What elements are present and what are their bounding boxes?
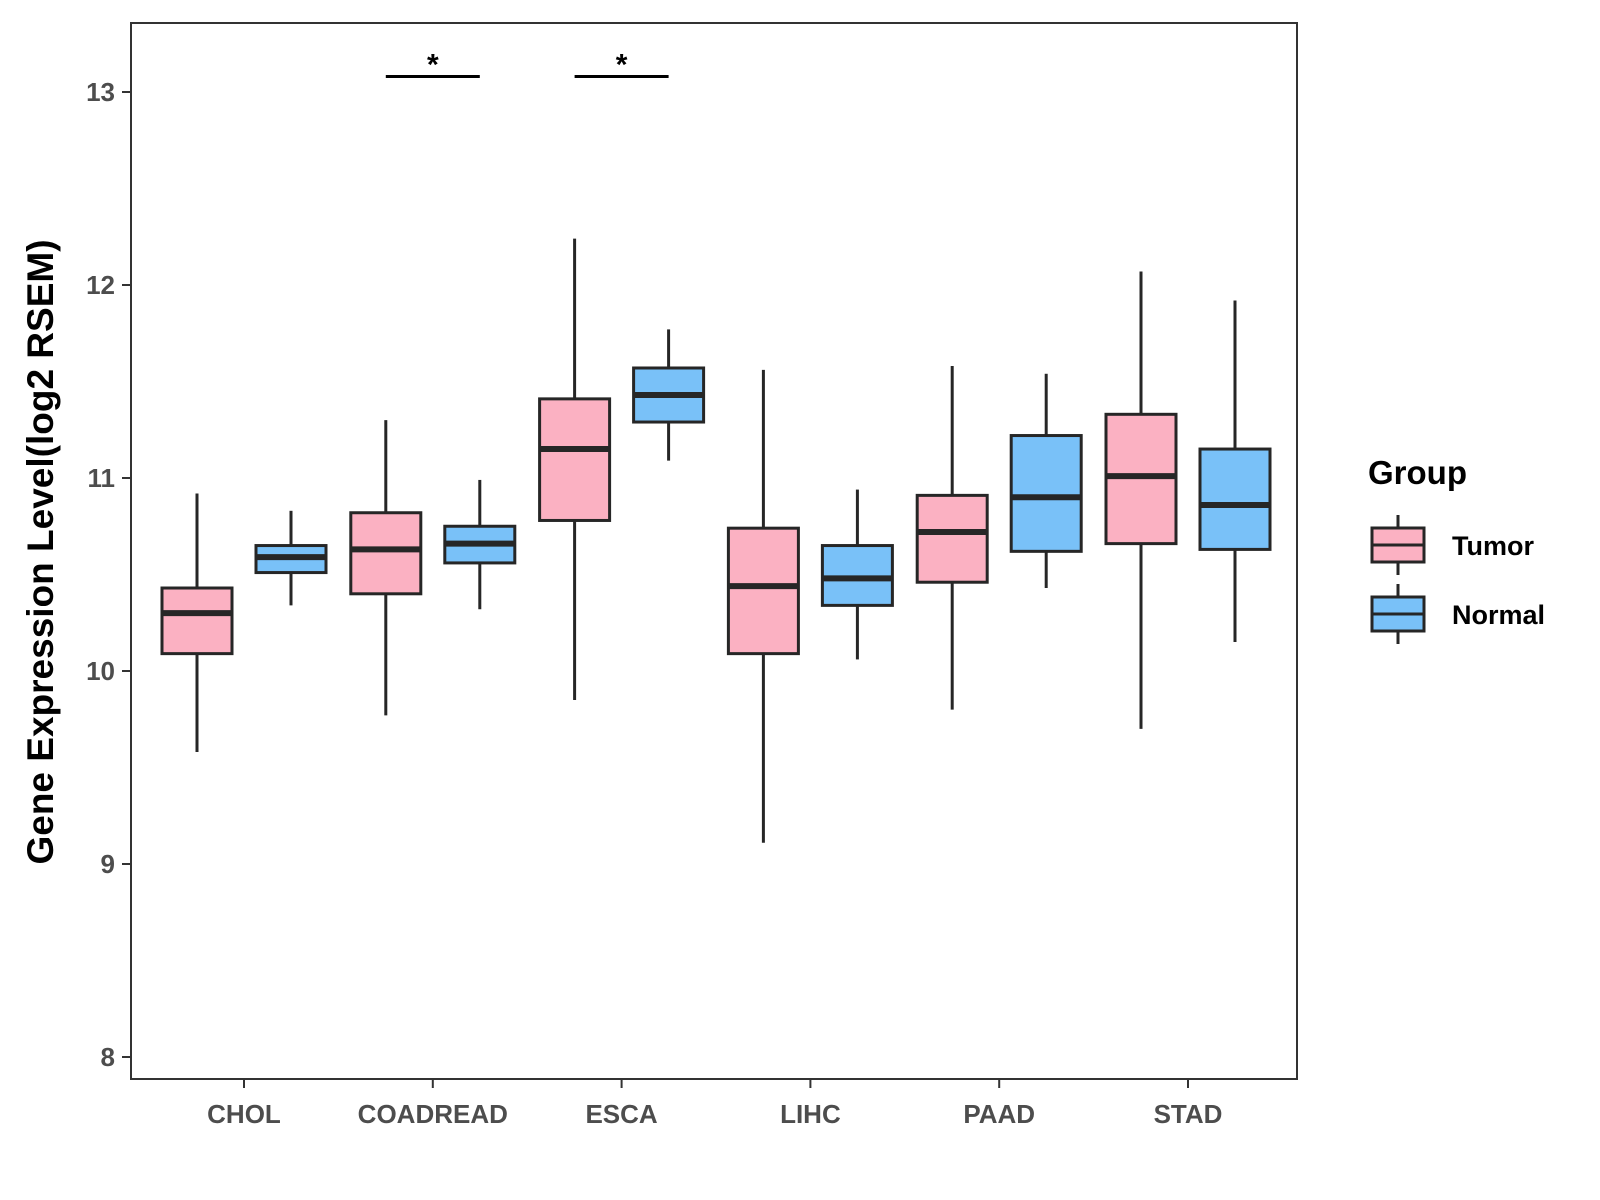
box-iqr <box>726 526 800 656</box>
x-tick-label: LIHC <box>780 1099 841 1129</box>
box-normal-chol <box>254 510 328 606</box>
legend-label-normal: Normal <box>1452 600 1545 630</box>
y-tick-label: 12 <box>86 270 115 300</box>
box-iqr <box>1198 447 1272 551</box>
box-tumor-esca <box>538 238 612 700</box>
box-tumor-chol <box>160 493 234 753</box>
legend-title: Group <box>1368 454 1467 491</box>
plot-panel-border <box>130 22 1298 1080</box>
box-normal-coadread <box>443 479 517 610</box>
y-axis-title: Gene Expression Level(log2 RSEM) <box>20 239 61 864</box>
legend-item-normal: Normal <box>1370 584 1545 644</box>
box-normal-paad <box>1009 373 1083 589</box>
box-tumor-paad <box>915 366 989 710</box>
box-iqr <box>1009 434 1083 553</box>
significance-esca: * <box>574 49 669 82</box>
box-normal-lihc <box>820 489 894 660</box>
y-tick-label: 8 <box>101 1042 115 1072</box>
box-tumor-coadread <box>349 420 423 716</box>
x-tick-label: STAD <box>1154 1099 1223 1129</box>
significance-label: * <box>616 49 628 82</box>
axes: 8 9 10 11 12 13 CHOL COADREAD ESCA LIHC PAAD STAD <box>86 77 1222 1129</box>
box-iqr <box>349 511 423 596</box>
x-tick-label: CHOL <box>207 1099 281 1129</box>
box-tumor-stad <box>1104 271 1178 729</box>
box-tumor-lihc <box>726 369 800 843</box>
plot-marks: * * <box>160 49 1272 843</box>
y-tick-label: 9 <box>101 849 115 879</box>
significance-label: * <box>427 49 439 82</box>
legend: Group Tumor Normal <box>1368 454 1545 644</box>
y-tick-label: 13 <box>86 77 115 107</box>
y-tick-label: 11 <box>88 463 116 493</box>
x-tick-label: ESCA <box>585 1099 657 1129</box>
legend-item-tumor: Tumor <box>1370 515 1534 575</box>
box-normal-esca <box>632 329 706 461</box>
box-iqr <box>538 397 612 522</box>
box-normal-stad <box>1198 300 1272 643</box>
y-tick-label: 10 <box>86 656 115 686</box>
significance-coadread: * <box>385 49 480 82</box>
x-tick-label: COADREAD <box>358 1099 508 1129</box>
x-tick-label: PAAD <box>963 1099 1035 1129</box>
legend-label-tumor: Tumor <box>1452 531 1534 561</box>
box-iqr <box>160 586 234 656</box>
box-iqr <box>915 493 989 584</box>
